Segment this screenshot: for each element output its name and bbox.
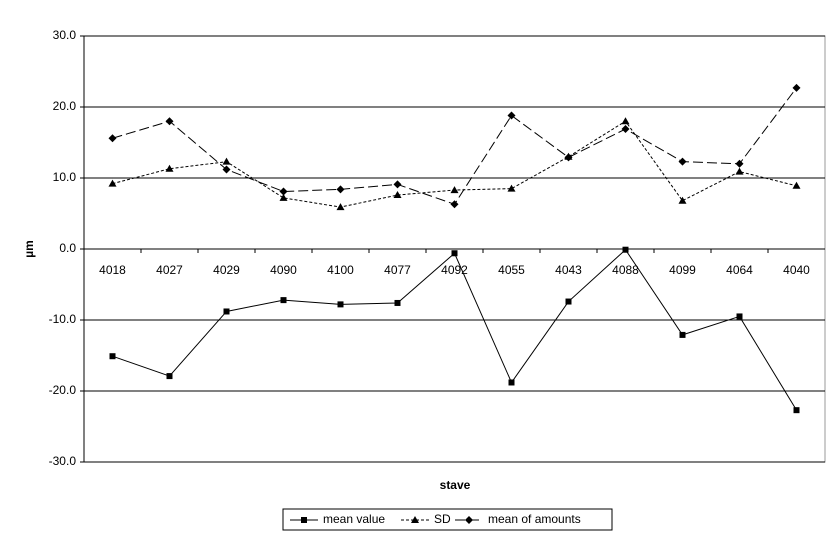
marker	[337, 301, 344, 308]
marker	[279, 193, 288, 201]
marker	[736, 313, 743, 320]
marker	[678, 157, 687, 166]
series-line	[112, 120, 797, 208]
marker	[165, 164, 174, 172]
marker	[222, 157, 231, 165]
marker	[735, 159, 744, 168]
marker	[507, 111, 516, 120]
x-tick-label: 4092	[441, 263, 468, 277]
x-axis-title: stave	[440, 478, 471, 492]
marker	[222, 165, 231, 174]
x-tick-label: 4027	[156, 263, 183, 277]
x-tick-label: 4099	[669, 263, 696, 277]
marker	[565, 298, 572, 305]
marker	[393, 191, 402, 199]
marker	[792, 83, 801, 92]
marker	[507, 184, 516, 192]
x-tick-label: 4055	[498, 263, 525, 277]
marker	[508, 379, 515, 386]
y-axis-title: µm	[22, 240, 36, 258]
marker	[622, 246, 629, 253]
y-tick-label: -30.0	[49, 454, 77, 468]
x-tick-label: 4029	[213, 263, 240, 277]
marker	[451, 250, 458, 257]
marker	[108, 179, 117, 187]
marker	[621, 125, 630, 134]
y-tick-label: 10.0	[53, 170, 77, 184]
x-tick-label: 4018	[99, 263, 126, 277]
marker	[108, 134, 117, 143]
y-tick-label: 30.0	[53, 28, 77, 42]
marker	[679, 331, 686, 338]
marker	[735, 167, 744, 175]
x-tick-label: 4064	[726, 263, 753, 277]
marker	[280, 297, 287, 304]
x-tick-label: 4043	[555, 263, 582, 277]
marker	[393, 180, 402, 189]
marker	[411, 516, 419, 523]
y-tick-label: -20.0	[49, 383, 77, 397]
legend-box	[282, 508, 613, 531]
marker	[336, 203, 345, 211]
marker	[223, 308, 230, 315]
marker	[621, 117, 630, 125]
x-tick-label: 4040	[783, 263, 810, 277]
marker	[564, 153, 573, 162]
legend-label: mean value	[323, 512, 385, 526]
marker	[394, 299, 401, 306]
marker	[792, 181, 801, 189]
y-tick-label: 0.0	[59, 241, 76, 255]
y-tick-label: -10.0	[49, 312, 77, 326]
marker	[450, 200, 459, 209]
x-tick-label: 4090	[270, 263, 297, 277]
marker	[301, 517, 307, 523]
marker	[450, 186, 459, 194]
legend-label: mean of amounts	[488, 512, 581, 526]
marker	[279, 187, 288, 196]
x-tick-label: 4100	[327, 263, 354, 277]
marker	[336, 185, 345, 194]
x-tick-label: 4077	[384, 263, 411, 277]
marker	[166, 373, 173, 380]
marker	[109, 353, 116, 360]
marker	[678, 196, 687, 204]
legend-label: SD	[434, 512, 451, 526]
marker	[793, 407, 800, 414]
x-tick-label: 4088	[612, 263, 639, 277]
marker	[465, 516, 473, 524]
marker	[165, 117, 174, 126]
y-tick-label: 20.0	[53, 99, 77, 113]
